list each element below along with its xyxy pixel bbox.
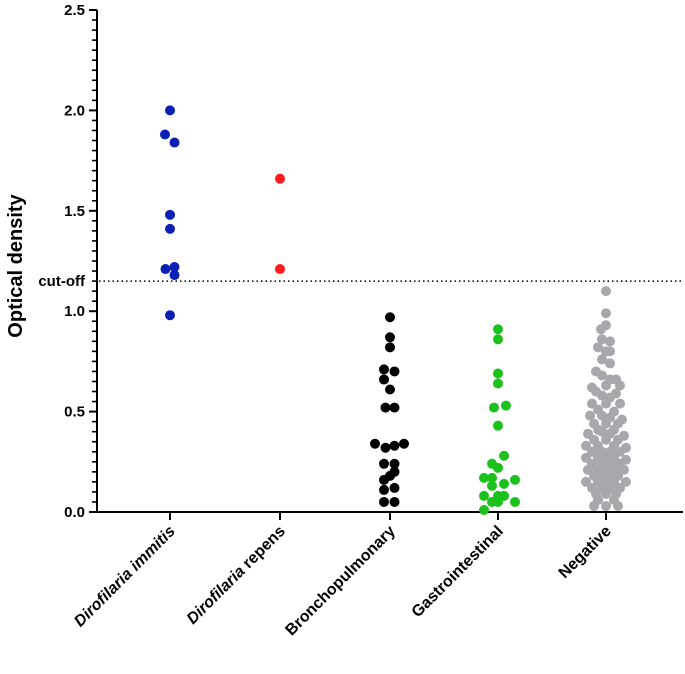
y-tick-label: 0.0: [64, 504, 85, 521]
category-label-genus: Dirofilaria: [71, 565, 136, 630]
data-point: [389, 366, 400, 377]
data-point: [601, 308, 611, 319]
category-label: Gastrointestinal: [409, 523, 507, 621]
data-point: [493, 462, 503, 473]
data-point: [389, 440, 400, 451]
data-point: [499, 450, 509, 461]
data-point: [493, 334, 503, 345]
data-point: [487, 480, 497, 491]
cutoff-label: cut-off: [38, 273, 86, 290]
y-tick-label: 1.0: [64, 303, 85, 320]
data-point: [499, 478, 509, 489]
data-point: [501, 400, 511, 411]
y-tick-label: 2.0: [64, 102, 85, 119]
data-point: [165, 310, 175, 321]
data-point: [169, 270, 180, 281]
data-point: [370, 438, 380, 449]
data-point: [380, 442, 391, 453]
data-point: [380, 402, 391, 413]
data-point: [275, 173, 285, 184]
data-point: [379, 458, 389, 469]
data-point: [493, 496, 503, 507]
category-label: Dirofilaria repens: [184, 523, 289, 628]
data-point: [601, 398, 611, 409]
data-point: [487, 472, 497, 483]
data-point: [479, 472, 489, 483]
data-point: [385, 312, 395, 323]
y-tick-label: 0.5: [64, 404, 85, 421]
data-point: [597, 410, 607, 421]
data-point: [589, 500, 599, 511]
data-point: [379, 474, 389, 485]
category-label: Bronchopulmonary: [282, 523, 398, 639]
data-point: [169, 137, 180, 148]
category-label-species: repens: [237, 523, 289, 575]
data-point: [605, 358, 615, 369]
data-point: [389, 458, 400, 469]
data-point: [379, 484, 389, 495]
data-point: [585, 410, 595, 421]
data-point: [601, 286, 611, 297]
data-point: [389, 402, 400, 413]
data-point: [601, 418, 611, 429]
data-point: [385, 342, 395, 353]
data-point: [165, 105, 175, 116]
category-label: Negative: [556, 523, 615, 582]
data-point: [385, 332, 395, 343]
y-axis-title: Optical density: [5, 193, 27, 337]
data-point: [510, 474, 520, 485]
data-point: [169, 262, 180, 273]
category-label-genus: Dirofilaria: [184, 563, 249, 628]
data-point: [479, 490, 489, 501]
data-point: [493, 420, 503, 431]
data-point: [597, 370, 607, 381]
data-point: [597, 354, 607, 365]
data-point: [389, 482, 400, 493]
data-point: [593, 342, 603, 353]
data-point: [597, 426, 607, 437]
data-point: [379, 496, 389, 507]
data-point: [385, 384, 395, 395]
data-point: [601, 500, 611, 511]
data-point: [596, 324, 606, 335]
data-point: [493, 324, 503, 335]
data-point: [601, 346, 611, 357]
data-point: [613, 500, 623, 511]
data-point: [489, 402, 499, 413]
data-point: [165, 223, 175, 234]
data-points: [160, 105, 631, 515]
data-point: [601, 488, 611, 499]
data-point: [160, 264, 171, 275]
data-point: [601, 434, 611, 445]
data-point: [615, 398, 625, 409]
data-point: [479, 504, 489, 515]
data-point: [597, 390, 607, 401]
data-point: [615, 380, 625, 391]
data-point: [510, 496, 520, 507]
data-point: [379, 374, 389, 385]
data-point: [597, 334, 607, 345]
y-tick-label: 2.5: [64, 2, 85, 19]
data-point: [493, 378, 503, 389]
data-point: [160, 129, 170, 140]
data-point: [165, 209, 175, 220]
data-point: [601, 380, 611, 391]
axes: [89, 9, 683, 520]
data-point: [275, 264, 285, 275]
data-point: [389, 466, 400, 477]
y-tick-label: 1.5: [64, 203, 85, 220]
category-label-species: immitis: [124, 523, 179, 578]
data-point: [379, 364, 389, 375]
data-point: [605, 336, 615, 347]
data-point: [399, 438, 409, 449]
category-label: Dirofilaria immitis: [71, 523, 179, 631]
data-point: [493, 368, 503, 379]
data-point: [389, 496, 400, 507]
